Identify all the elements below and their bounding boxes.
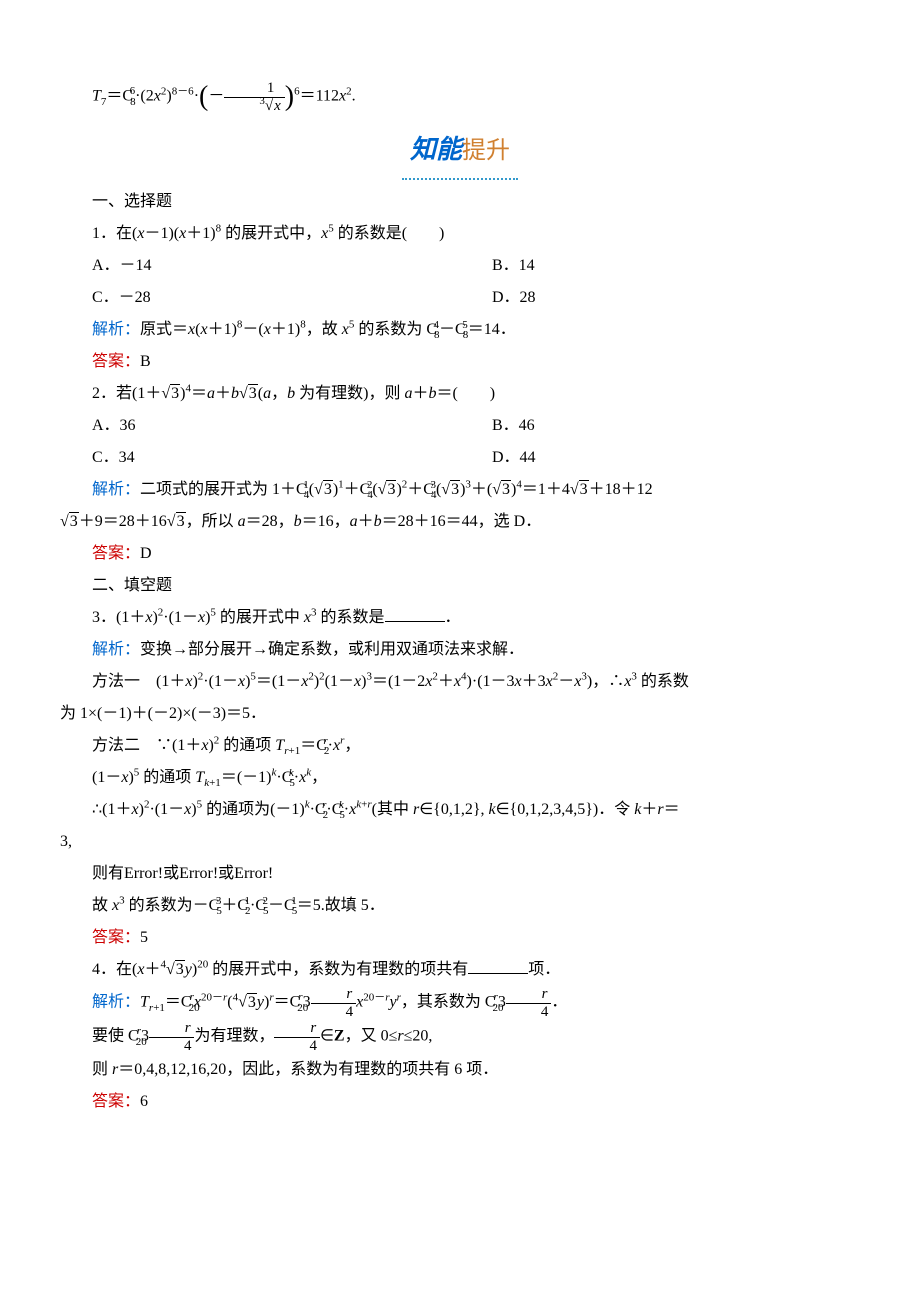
q3-answer-value: 5 bbox=[140, 929, 148, 946]
q2-optC: C．34 bbox=[60, 442, 460, 474]
q3-method1-l1: 方法一 (1＋x)2·(1－x)5＝(1－x2)2(1－x)3＝(1－2x2＋x… bbox=[60, 666, 860, 698]
q1-answer-value: B bbox=[140, 353, 151, 370]
q3-stem: 3．(1＋x)2·(1－x)5 的展开式中 x3 的系数是． bbox=[60, 602, 860, 634]
q4-analysis-l1: 解析：Tr+1＝C20rx20－r(4√3y)r＝C20r3r4x20－ryr，… bbox=[60, 986, 860, 1020]
answer-label: 答案： bbox=[92, 1093, 140, 1110]
q4-analysis-l3: 则 r＝0,4,8,12,16,20，因此，系数为有理数的项共有 6 项． bbox=[60, 1054, 860, 1086]
q3-method1-l2: 为 1×(－1)＋(－2)×(－3)＝5． bbox=[60, 698, 860, 730]
q1-optC: C．－28 bbox=[60, 282, 460, 314]
q4-analysis-l2: 要使 C20r3r4为有理数，r4∈Z，又 0≤r≤20, bbox=[60, 1020, 860, 1054]
q3-method2-l1: 方法二 ∵(1＋x)2 的通项 Tr+1＝C2r·xr， bbox=[60, 730, 860, 762]
q3-analysis-intro: 解析：变换→部分展开→确定系数，或利用双通项法来求解． bbox=[60, 634, 860, 666]
q2-analysis-l1: 解析：二项式的展开式为 1＋C41(√3)1＋C42(√3)2＋C43(√3)3… bbox=[60, 474, 860, 506]
q2-answer: 答案：D bbox=[60, 538, 860, 570]
q1-stem: 1．在(x－1)(x＋1)8 的展开式中，x5 的系数是( ) bbox=[60, 218, 860, 250]
q2-options-row1: A．36 B．46 bbox=[60, 410, 860, 442]
q2-stem: 2．若(1＋√3)4＝a＋b√3(a，b 为有理数)，则 a＋b＝( ) bbox=[60, 378, 860, 410]
q1-options-row1: A．－14 B．14 bbox=[60, 250, 860, 282]
q1-options-row2: C．－28 D．28 bbox=[60, 282, 860, 314]
q3-method2-l2: (1－x)5 的通项 Tk+1＝(－1)k·C5k·xk， bbox=[60, 762, 860, 794]
q2-optD: D．44 bbox=[460, 442, 860, 474]
q1-analysis: 解析：原式＝x(x＋1)8－(x＋1)8，故 x5 的系数为 C84－C85＝1… bbox=[60, 314, 860, 346]
analysis-label: 解析： bbox=[92, 481, 140, 498]
banner-main: 知能 bbox=[410, 135, 462, 164]
q1-answer: 答案：B bbox=[60, 346, 860, 378]
section-banner: 知能提升 bbox=[60, 124, 860, 180]
fill-heading: 二、填空题 bbox=[60, 570, 860, 602]
q1-optA: A．－14 bbox=[60, 250, 460, 282]
q1-optD: D．28 bbox=[460, 282, 860, 314]
q3-method2-l4: 则有Error!或Error!或Error! bbox=[60, 858, 860, 890]
q4-stem: 4．在(x＋4√3y)20 的展开式中，系数为有理数的项共有项． bbox=[60, 954, 860, 986]
q3-method2-l5: 故 x3 的系数为－C53＋C21·C52－C51＝5.故填 5． bbox=[60, 890, 860, 922]
top-formula: T7＝C86·(2x2)8－6·(－13√x)6＝112x2. bbox=[60, 80, 860, 114]
q4-answer: 答案：6 bbox=[60, 1086, 860, 1118]
mc-heading: 一、选择题 bbox=[60, 186, 860, 218]
q2-optB: B．46 bbox=[460, 410, 860, 442]
answer-label: 答案： bbox=[92, 929, 140, 946]
q2-optA: A．36 bbox=[60, 410, 460, 442]
answer-label: 答案： bbox=[92, 545, 140, 562]
q3-answer: 答案：5 bbox=[60, 922, 860, 954]
q3-method2-l3-cont: 3, bbox=[60, 826, 860, 858]
analysis-label: 解析： bbox=[92, 994, 140, 1011]
q4-answer-value: 6 bbox=[140, 1093, 148, 1110]
analysis-label: 解析： bbox=[92, 321, 140, 338]
q1-optB: B．14 bbox=[460, 250, 860, 282]
q3-method2-l3: ∴(1＋x)2·(1－x)5 的通项为(－1)k·C2r·C5k·xk+r(其中… bbox=[60, 794, 860, 826]
answer-label: 答案： bbox=[92, 353, 140, 370]
q2-options-row2: C．34 D．44 bbox=[60, 442, 860, 474]
q2-analysis-l2: √3＋9＝28＋16√3，所以 a＝28，b＝16，a＋b＝28＋16＝44，选… bbox=[60, 506, 860, 538]
banner-sub: 提升 bbox=[462, 138, 510, 164]
analysis-label: 解析： bbox=[92, 641, 140, 658]
q2-answer-value: D bbox=[140, 545, 152, 562]
